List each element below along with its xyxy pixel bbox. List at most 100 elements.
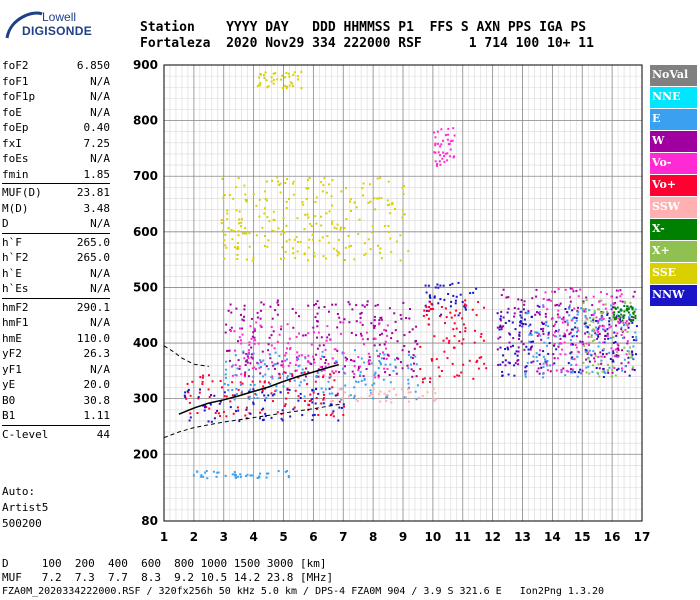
data-point [235,209,238,212]
data-point [590,314,593,317]
data-point [203,409,206,412]
param-label: hmE [2,331,22,345]
plot-frame [163,64,643,522]
data-point [432,387,435,390]
data-point [188,401,191,404]
data-point [189,412,192,415]
data-point [524,373,527,376]
data-point [361,338,364,341]
data-point [548,298,551,301]
data-point [252,375,255,378]
data-point [428,295,431,298]
data-point [338,371,341,374]
param-label: h`Es [2,282,29,295]
data-point [542,298,545,300]
data-point [370,362,373,365]
data-point [279,182,282,185]
data-point [407,367,410,370]
data-point [617,320,620,323]
data-point [564,288,567,291]
data-point [314,380,317,383]
data-point [587,326,590,329]
data-point [508,362,511,365]
data-point [535,356,538,359]
data-point [216,471,219,474]
data-point [600,299,603,302]
data-point [613,313,616,316]
data-point [515,350,518,353]
data-point [312,391,315,394]
data-point [512,344,514,347]
data-point [459,293,462,296]
data-point [189,394,192,397]
data-point [291,307,294,310]
data-point [373,373,376,376]
data-point [536,331,539,334]
data-point [619,316,622,319]
data-point [612,341,615,344]
param-value: 110.0 [76,331,110,345]
data-point [584,320,587,323]
data-point [592,295,595,298]
data-point [632,316,635,319]
data-point [379,251,381,254]
data-point [538,313,541,316]
data-point [403,396,406,399]
data-point [227,349,230,352]
data-point [630,315,633,318]
data-point [343,405,345,408]
data-point [228,194,231,196]
data-point [272,218,275,221]
data-point [384,363,387,366]
data-point [560,318,563,320]
data-point [332,410,335,413]
data-point [340,388,343,391]
data-point [263,381,266,384]
data-point [606,312,609,315]
data-point [623,305,626,307]
data-point [239,339,242,342]
data-point [223,391,226,394]
data-point [569,352,572,355]
data-point [530,361,533,364]
data-point [355,380,357,383]
data-point [628,374,631,377]
data-point [183,394,186,397]
data-point [627,356,630,359]
data-point [262,385,265,388]
data-point [371,225,374,228]
data-point [619,295,622,298]
data-point [561,321,564,324]
data-point [226,212,229,215]
data-point [296,250,299,253]
logo-line2: DIGISONDE [22,24,93,38]
data-point [621,367,623,370]
data-point [252,256,255,259]
data-point [600,316,603,319]
data-point [235,474,237,477]
data-point [452,156,455,159]
data-point [615,289,618,292]
data-point [351,359,354,362]
data-point [564,335,567,338]
data-point [608,366,611,369]
data-point [612,302,615,305]
data-point [518,324,521,327]
data-point [364,383,367,386]
data-point [239,383,242,386]
data-point [286,358,288,361]
param-label: h`E [2,266,22,280]
data-point [443,350,446,353]
data-point [236,257,239,260]
data-point [338,400,341,403]
data-point [264,197,267,200]
data-point [613,306,616,309]
data-point [584,308,587,310]
data-point [292,180,295,183]
legend-item: E [650,109,697,130]
data-point [267,368,270,371]
data-point [231,394,234,397]
data-point [415,325,418,328]
data-point [276,340,279,343]
data-point [219,415,222,417]
